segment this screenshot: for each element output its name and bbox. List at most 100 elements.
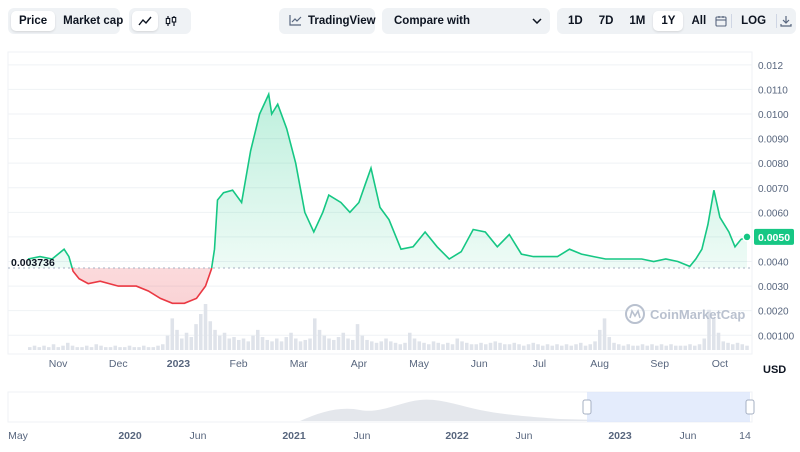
volume-bar [51,344,56,350]
volume-bar [621,345,626,350]
volume-bar [650,344,654,350]
volume-bar [712,318,716,350]
volume-bar [403,342,407,350]
volume-bar [251,335,255,350]
range-navigator[interactable]: May 2020 Jun 2021 Jun 2022 Jun 2023 Jun 14 [7,391,755,442]
y-tick-label: 0.0090 [758,135,789,146]
volume-bar [427,344,431,350]
volume-bar [602,318,607,350]
volume-bar [75,347,80,350]
y-tick-label: 0.0050 [758,233,789,244]
volume-bar [541,345,545,350]
volume-bar [517,344,521,350]
navigator-left-handle[interactable] [582,399,592,415]
volume-bar [545,344,550,350]
volume-bar [607,337,612,350]
log-scale-toggle[interactable]: LOG [741,15,767,27]
range-1y[interactable]: 1Y [653,11,684,31]
volume-bar [108,347,113,350]
volume-bar [522,345,526,350]
candlestick-chart-icon[interactable] [158,11,184,31]
volume-bar [104,347,108,350]
x-tick-label: Jun [471,358,488,370]
y-tick-label: 0.0080 [758,159,789,170]
volume-bar [721,341,726,350]
volume-bar [441,344,445,350]
tradingview-button[interactable]: TradingView [279,8,376,34]
navigator-tick-label: 2020 [118,430,142,442]
tradingview-label: TradingView [308,15,376,27]
navigator-right-handle[interactable] [745,399,755,415]
volume-bar [213,329,217,350]
volume-bar [379,341,384,350]
volume-bar [227,338,232,350]
volume-bar [617,344,621,350]
volume-bar [612,342,616,350]
volume-bar [265,339,270,350]
volume-bar [303,339,308,350]
volume-bar [237,339,241,350]
volume-bar [127,345,132,350]
volume-bar [89,347,94,350]
navigator-tick-label: Jun [354,430,371,442]
volume-bar [564,344,569,350]
volume-bar [726,342,730,350]
volume-bar [493,341,498,350]
tab-price[interactable]: Price [11,11,56,31]
volume-bar [346,338,350,350]
view-toggle: Price Market cap [8,8,123,34]
range-7d[interactable]: 7D [598,15,614,27]
volume-bar [355,324,360,350]
volume-bar [583,345,588,350]
volume-bar [37,347,42,350]
volume-bar [341,332,346,350]
volume-bar [184,332,189,350]
compare-with-select[interactable]: Compare with [382,8,550,34]
volume-bar [289,332,293,350]
volume-bar [70,345,75,350]
navigator-tick-label: May [8,430,29,442]
range-all[interactable]: All [691,15,707,27]
volume-bar [113,345,118,350]
volume-bar [298,341,303,350]
volume-bar [85,345,89,350]
download-icon[interactable] [779,11,793,31]
volume-bar [465,342,469,350]
volume-bar [697,344,702,350]
line-chart-icon[interactable] [132,11,158,31]
watermark-text: CoinMarketCap [650,307,745,322]
navigator-tick-label: Jun [516,430,533,442]
y-tick-label: 0.0040 [758,258,789,269]
y-tick-label: 0.0060 [758,208,789,219]
volume-bar [636,345,640,350]
volume-bar [351,339,355,350]
volume-bar [123,347,127,350]
price-line-up [27,91,748,268]
volume-bar [317,329,322,350]
volume-bar [469,344,474,350]
x-tick-label: 2023 [167,358,191,370]
volume-bar [189,337,194,350]
x-tick-label: Mar [290,358,309,370]
volume-bar [550,345,555,350]
volume-bar [659,344,664,350]
volume-bar [132,347,137,350]
range-1m[interactable]: 1M [629,15,646,27]
volume-bar [374,342,379,350]
volume-bar [640,344,645,350]
range-1d[interactable]: 1D [568,15,583,27]
volume-bar [203,304,208,350]
calendar-icon[interactable] [714,11,728,31]
divider [776,14,777,28]
x-tick-label: Nov [49,358,68,370]
volume-bar [498,342,502,350]
x-tick-label: Feb [230,358,248,370]
volume-bar [693,345,697,350]
volume-bar [218,335,222,350]
tab-market-cap[interactable]: Market cap [63,15,124,27]
volume-bar [194,324,198,350]
volume-bar [32,345,37,350]
volume-bar [47,347,51,350]
volume-bar [716,332,721,350]
